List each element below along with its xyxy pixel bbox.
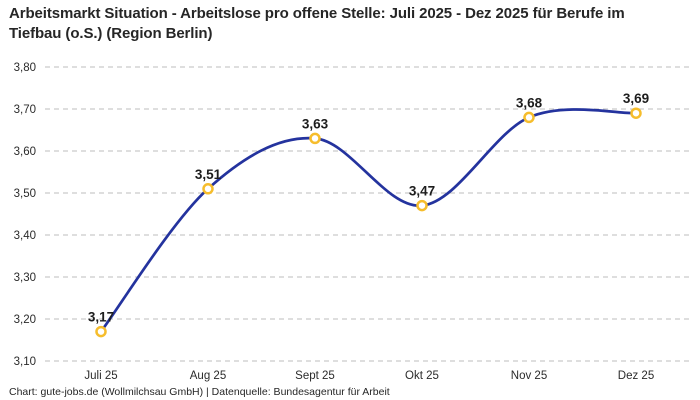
y-axis-tick-label: 3,80 (14, 62, 36, 74)
y-axis-tick-label: 3,60 (14, 146, 36, 158)
y-axis-tick-label: 3,30 (14, 272, 36, 284)
line-series (99, 108, 638, 333)
x-axis-tick-label: Nov 25 (511, 370, 547, 382)
y-axis-tick-label: 3,10 (14, 356, 36, 368)
data-point-label: 3,51 (195, 167, 222, 182)
data-point-label: 3,63 (302, 116, 329, 131)
chart-source-credit: Chart: gute-jobs.de (Wollmilchsau GmbH) … (9, 386, 390, 398)
data-point-label: 3,47 (409, 184, 435, 199)
data-point-label: 3,68 (516, 95, 543, 110)
data-point-label: 3,69 (623, 91, 649, 106)
data-point-label: 3,17 (88, 310, 114, 325)
y-axis-tick-label: 3,20 (14, 314, 36, 326)
x-axis-tick-label: Dez 25 (618, 370, 654, 382)
x-axis-tick-label: Juli 25 (84, 370, 117, 382)
data-point-marker (95, 325, 107, 338)
y-axis-tick-label: 3,50 (14, 188, 36, 200)
data-point-marker (416, 199, 428, 212)
data-point-marker (202, 183, 214, 195)
x-axis-tick-label: Okt 25 (405, 370, 439, 382)
data-point-marker (523, 111, 535, 124)
x-axis-tick-label: Sept 25 (295, 370, 335, 382)
chart-title: Arbeitsmarkt Situation - Arbeitslose pro… (9, 5, 625, 43)
y-axis-tick-label: 3,40 (14, 230, 36, 242)
data-point-marker (630, 107, 642, 119)
y-axis-tick-label: 3,70 (14, 104, 36, 116)
data-point-marker (309, 132, 321, 145)
x-axis-tick-label: Aug 25 (190, 370, 226, 382)
